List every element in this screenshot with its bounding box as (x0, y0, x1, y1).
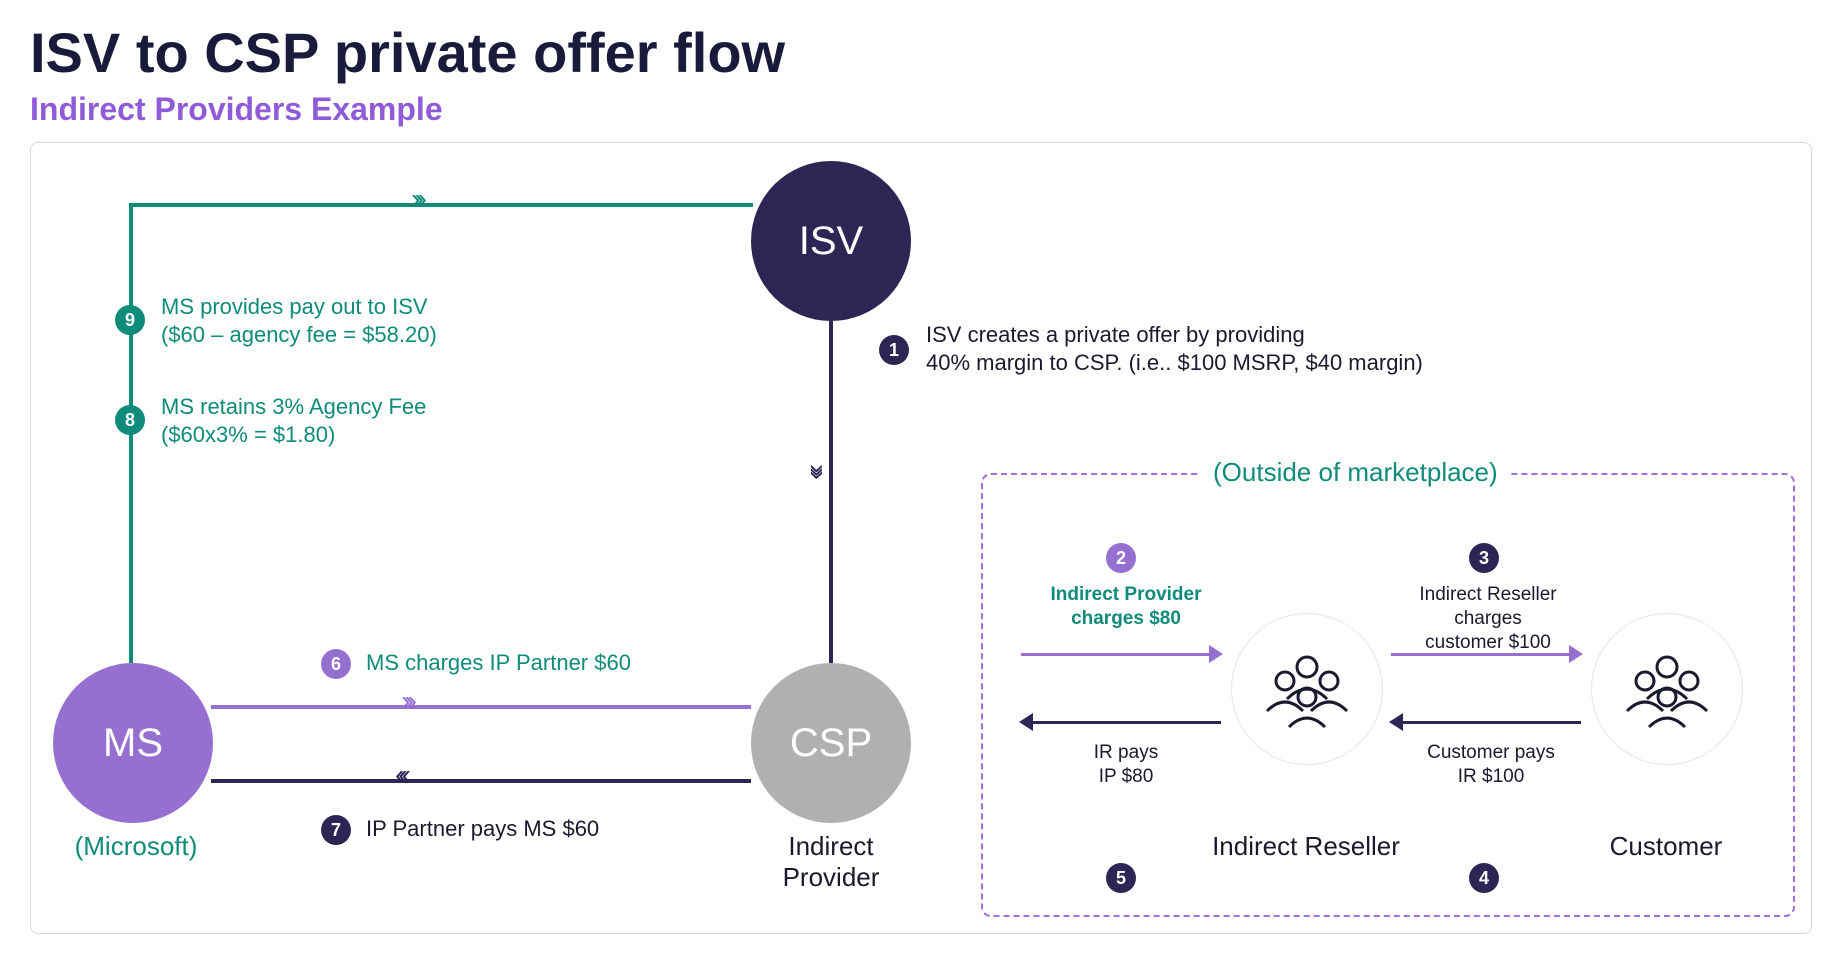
people-group-icon (1617, 649, 1717, 729)
node-csp-sublabel: Indirect Provider (751, 831, 911, 893)
node-customer (1591, 613, 1743, 765)
text-step-6: MS charges IP Partner $60 (366, 649, 631, 677)
text-step-4: Customer pays IR $100 (1411, 741, 1571, 789)
text-step-7: IP Partner pays MS $60 (366, 815, 599, 843)
outside-marketplace-label: (Outside of marketplace) (1201, 457, 1510, 488)
badge-step-9: 9 (115, 305, 145, 335)
arrow-step-5-head (1019, 713, 1033, 731)
badge-step-4: 4 (1469, 863, 1499, 893)
arrow-step-4-head (1389, 713, 1403, 731)
node-ms-sublabel: (Microsoft) (71, 831, 201, 862)
edge-isv-csp (829, 321, 833, 663)
badge-step-6: 6 (321, 649, 351, 679)
badge-step-5: 5 (1106, 863, 1136, 893)
badge-step-7: 7 (321, 815, 351, 845)
edge-ms-isv-horiz (129, 203, 753, 207)
edge-ms-csp-bot (211, 779, 751, 783)
text-step-8: MS retains 3% Agency Fee ($60x3% = $1.80… (161, 393, 426, 448)
chevrons-ms-isv: ››› (411, 183, 421, 215)
text-step-5: IR pays IP $80 (1066, 741, 1186, 789)
edge-ms-csp-top (211, 705, 751, 709)
page-subtitle: Indirect Providers Example (30, 91, 1812, 128)
arrow-step-2-head (1209, 645, 1223, 663)
node-indirect-reseller (1231, 613, 1383, 765)
badge-step-8: 8 (115, 405, 145, 435)
node-ms: MS (53, 663, 213, 823)
node-ir-label: Indirect Reseller (1191, 831, 1421, 862)
badge-step-1: 1 (879, 335, 909, 365)
badge-step-2: 2 (1106, 543, 1136, 573)
node-isv: ISV (751, 161, 911, 321)
chevrons-ms-csp-top: ››› (401, 685, 411, 717)
badge-step-3: 3 (1469, 543, 1499, 573)
people-group-icon (1257, 649, 1357, 729)
arrow-step-2 (1021, 653, 1211, 656)
node-ms-label: MS (103, 721, 163, 766)
node-customer-label: Customer (1591, 831, 1741, 862)
arrow-step-4 (1401, 721, 1581, 724)
arrow-step-5 (1031, 721, 1221, 724)
text-step-9: MS provides pay out to ISV ($60 – agency… (161, 293, 437, 348)
node-csp: CSP (751, 663, 911, 823)
node-isv-label: ISV (799, 219, 863, 264)
chevrons-ms-csp-bot: ››› (401, 759, 411, 791)
chevrons-isv-csp: ››› (802, 464, 834, 474)
node-csp-label: CSP (790, 721, 872, 766)
page-title: ISV to CSP private offer flow (30, 20, 1812, 85)
diagram-frame: ISV MS (Microsoft) CSP Indirect Provider… (30, 142, 1812, 934)
text-step-3: Indirect Reseller charges customer $100 (1383, 583, 1593, 654)
text-step-2: Indirect Provider charges $80 (1036, 583, 1216, 631)
text-step-1: ISV creates a private offer by providing… (926, 321, 1423, 376)
